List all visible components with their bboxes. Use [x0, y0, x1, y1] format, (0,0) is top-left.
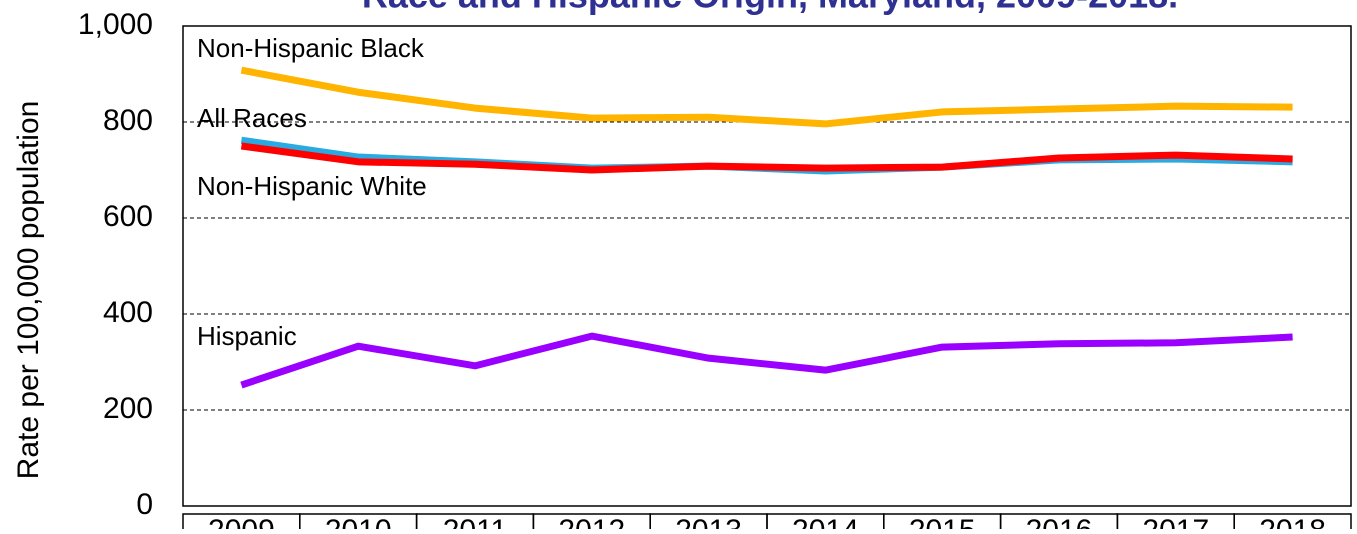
series-label: Non-Hispanic White [197, 171, 427, 201]
y-tick-label: 1,000 [78, 8, 153, 41]
series-label: Non-Hispanic Black [197, 33, 425, 63]
chart-title: Race and Hispanic Origin, Maryland, 2009… [362, 0, 1178, 16]
x-tick-cell [415, 513, 535, 534]
x-tick-cell [1233, 513, 1352, 534]
x-tick-label: 2016 [1026, 514, 1093, 529]
x-tick-cell [649, 513, 768, 534]
y-tick-label: 400 [103, 296, 153, 329]
x-tick-label: 2010 [325, 514, 392, 529]
y-tick-label: 200 [103, 392, 153, 425]
x-tick-cell [766, 513, 885, 534]
x-tick-label: 2012 [558, 514, 625, 529]
x-tick-label: 2013 [675, 514, 742, 529]
x-tick-cell [299, 513, 418, 534]
y-tick-label: 600 [103, 200, 153, 233]
y-tick-label: 0 [136, 488, 153, 521]
x-tick-label: 2011 [443, 514, 508, 529]
y-axis-label: Rate per 100,000 population [12, 101, 45, 480]
x-tick-cell [182, 513, 301, 534]
series-label: Hispanic [197, 321, 297, 351]
x-tick-label: 2018 [1259, 514, 1326, 529]
x-tick-cell [1116, 513, 1235, 534]
x-tick-cell [532, 513, 651, 534]
x-tick-label: 2015 [909, 514, 976, 529]
x-tick-label: 2014 [792, 514, 859, 529]
x-tick-cell [883, 513, 1002, 534]
x-tick-label: 2017 [1142, 514, 1209, 529]
series-line [240, 142, 1293, 174]
series-label: All Races [197, 103, 307, 133]
series-line [240, 66, 1293, 128]
x-tick-cell [999, 513, 1119, 534]
plot-area [182, 25, 1352, 507]
series-line [240, 332, 1293, 389]
x-tick-label: 2009 [208, 514, 275, 529]
y-tick-label: 800 [103, 104, 153, 137]
